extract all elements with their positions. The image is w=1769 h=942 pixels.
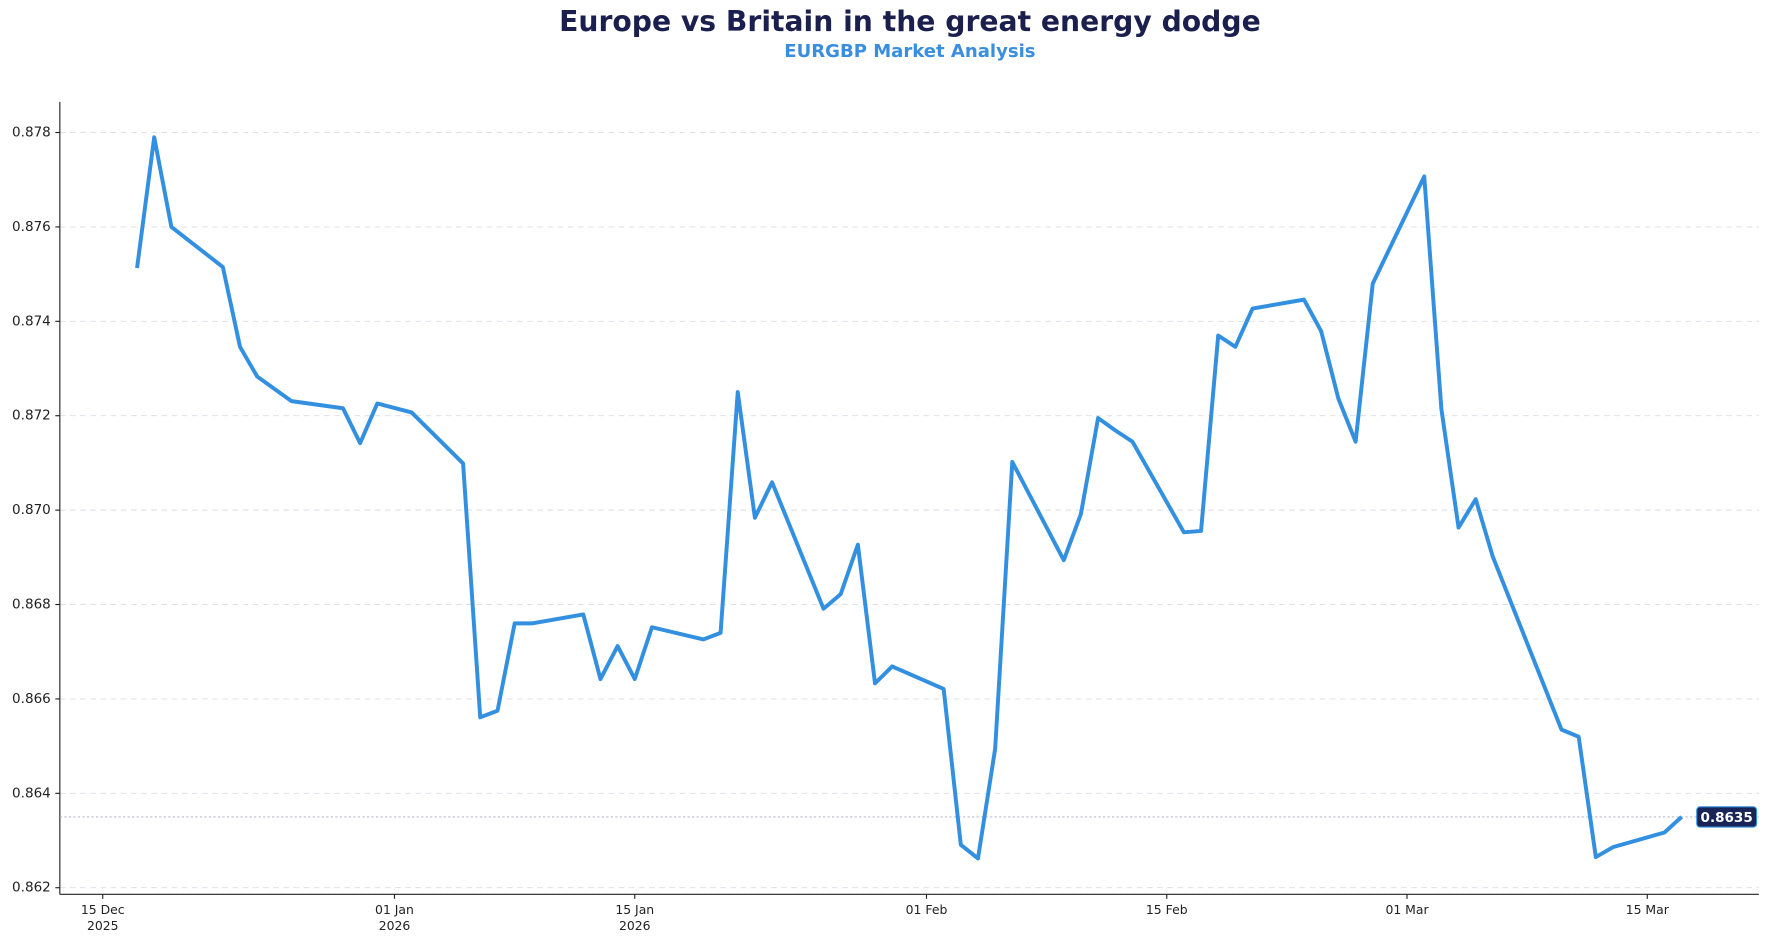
y-tick-label: 0.868 bbox=[12, 597, 51, 613]
x-tick-label: 15 Mar bbox=[1626, 902, 1670, 917]
y-tick-label: 0.870 bbox=[12, 502, 51, 518]
chart-subtitle: EURGBP Market Analysis bbox=[784, 41, 1035, 62]
y-tick-label: 0.878 bbox=[12, 125, 51, 141]
x-tick-label: 15 Jan 2026 bbox=[615, 902, 654, 933]
x-tick-label: 15 Feb bbox=[1146, 902, 1188, 917]
x-tick-label: 15 Dec 2025 bbox=[81, 902, 125, 933]
y-tick-label: 0.862 bbox=[12, 880, 51, 896]
y-tick-label: 0.866 bbox=[12, 691, 51, 707]
chart-title: Europe vs Britain in the great energy do… bbox=[559, 5, 1261, 38]
series-line bbox=[135, 135, 1683, 861]
x-tick-label: 01 Feb bbox=[906, 902, 948, 917]
y-tick-label: 0.872 bbox=[12, 408, 51, 424]
last-value-label: 0.8635 bbox=[1701, 810, 1753, 826]
last-value-badge bbox=[1696, 806, 1758, 828]
y-tick-label: 0.874 bbox=[12, 313, 51, 329]
x-tick-label: 01 Mar bbox=[1385, 902, 1429, 917]
x-tick-label: 01 Jan 2026 bbox=[375, 902, 414, 933]
y-tick-label: 0.876 bbox=[12, 219, 51, 235]
y-tick-label: 0.864 bbox=[12, 785, 51, 801]
